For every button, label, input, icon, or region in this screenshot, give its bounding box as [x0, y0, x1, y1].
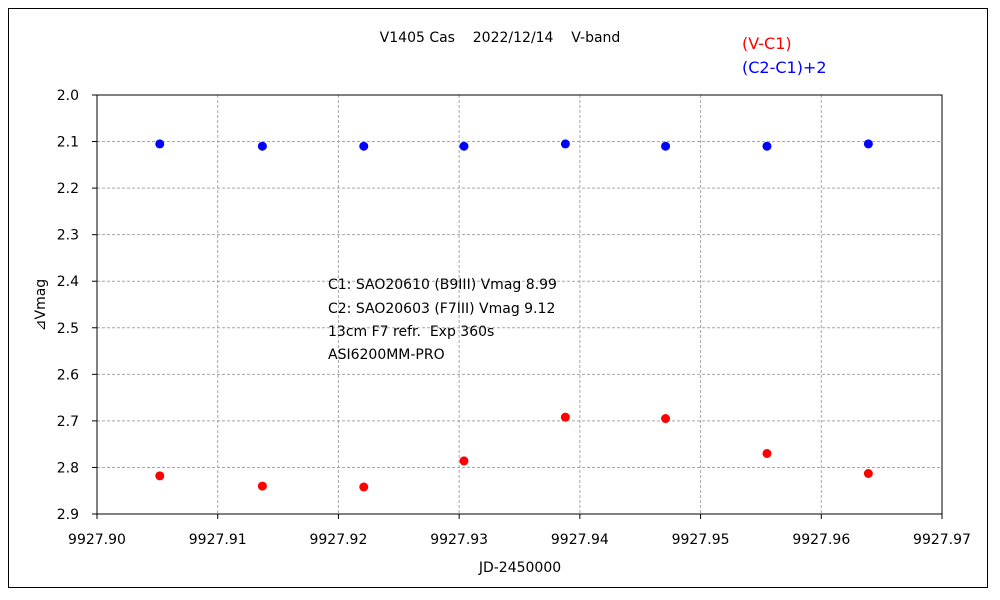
y-tick-label: 2.9 — [57, 507, 79, 523]
y-axis-label: ⊿Vmag — [33, 279, 49, 331]
y-tick-label: 2.8 — [57, 460, 79, 476]
y-tick-label: 2.6 — [57, 367, 79, 383]
data-point-c2-c1 — [155, 139, 165, 149]
annotation-line-4: ASI6200MM-PRO — [328, 347, 445, 363]
y-tick-label: 2.5 — [57, 321, 79, 337]
data-point-c2-c1 — [257, 141, 267, 151]
data-point-v-c1 — [762, 448, 772, 458]
y-tick-label: 2.4 — [57, 274, 79, 290]
data-point-v-c1 — [155, 471, 165, 481]
data-point-c2-c1 — [863, 139, 873, 149]
grid-lines — [97, 95, 942, 514]
annotation-block: C1: SAO20610 (B9III) Vmag 8.99 C2: SAO20… — [328, 277, 557, 363]
data-point-v-c1 — [459, 456, 469, 466]
legend-entry-c2-c1: (C2-C1)+2 — [742, 58, 827, 77]
data-point-c2-c1 — [560, 139, 570, 149]
x-tick-label: 9927.90 — [68, 532, 126, 548]
x-tick-label: 9927.95 — [672, 532, 730, 548]
data-point-v-c1 — [863, 468, 873, 478]
plot-area — [96, 94, 943, 515]
x-tick-label: 9927.96 — [792, 532, 850, 548]
x-tick-label: 9927.91 — [189, 532, 247, 548]
data-point-v-c1 — [257, 481, 267, 491]
chart-frame — [8, 8, 988, 588]
y-tick-label: 2.0 — [57, 88, 79, 104]
data-point-v-c1 — [359, 482, 369, 492]
annotation-line-1: C1: SAO20610 (B9III) Vmag 8.99 — [328, 277, 557, 293]
y-tick-label: 2.2 — [57, 181, 79, 197]
data-points — [155, 139, 873, 492]
annotation-line-2: C2: SAO20603 (F7III) Vmag 9.12 — [328, 301, 555, 317]
data-point-c2-c1 — [661, 141, 671, 151]
y-tick-label: 2.7 — [57, 414, 79, 430]
data-point-c2-c1 — [459, 141, 469, 151]
annotation-line-3: 13cm F7 refr. Exp 360s — [328, 324, 494, 340]
axis-ticks: 9927.90 9927.91 9927.92 9927.93 9927.94 9927.… — [57, 88, 971, 548]
x-tick-label: 9927.93 — [430, 532, 488, 548]
y-tick-label: 2.1 — [57, 135, 79, 151]
x-tick-label: 9927.97 — [913, 532, 971, 548]
data-point-v-c1 — [661, 414, 671, 424]
y-tick-label: 2.3 — [57, 228, 79, 244]
x-axis-label: JD-2450000 — [478, 560, 561, 576]
x-tick-label: 9927.92 — [309, 532, 367, 548]
data-point-c2-c1 — [359, 141, 369, 151]
data-point-c2-c1 — [762, 141, 772, 151]
x-tick-label: 9927.94 — [551, 532, 609, 548]
legend-entry-v-c1: (V-C1) — [742, 34, 792, 53]
data-point-v-c1 — [560, 412, 570, 422]
chart-title: V1405 Cas 2022/12/14 V-band — [380, 30, 621, 46]
